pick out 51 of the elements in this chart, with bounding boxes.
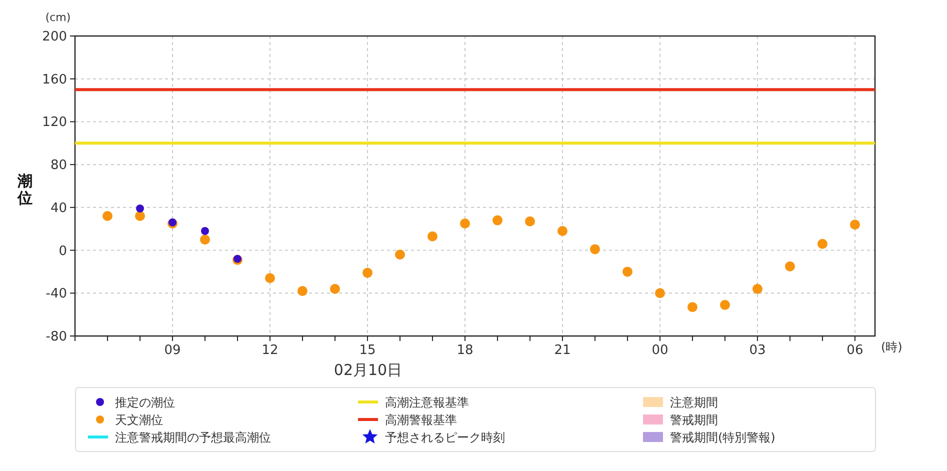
point	[557, 226, 568, 236]
y-tick-label: 80	[50, 158, 67, 174]
legend-label: 警戒期間(特別警報)	[670, 430, 776, 444]
point	[460, 218, 470, 228]
point	[394, 250, 405, 260]
x-tick-label: 12	[262, 343, 278, 358]
legend-label: 予想されるピーク時刻	[385, 430, 505, 444]
point	[492, 215, 502, 226]
y-tick-label: 200	[42, 30, 67, 44]
y-tick-label: 120	[42, 115, 67, 130]
point	[134, 211, 145, 221]
x-tick-label: 15	[359, 343, 376, 358]
point	[264, 273, 275, 284]
x-tick-label: 09	[164, 343, 181, 358]
point	[200, 234, 210, 245]
point	[817, 238, 828, 249]
legend-label: 天文潮位	[115, 413, 163, 427]
text: (cm)	[45, 11, 71, 24]
legend-label: 高潮注意報基準	[385, 396, 469, 410]
point	[362, 268, 372, 278]
point	[622, 266, 632, 277]
x-tick-label: 18	[456, 343, 474, 358]
point	[590, 244, 600, 254]
y-tick-label: -80	[46, 330, 67, 344]
point	[102, 211, 112, 221]
x-axis-title: (時)	[881, 340, 902, 354]
point	[654, 288, 665, 298]
legend-label: 推定の潮位	[115, 396, 175, 410]
point	[297, 286, 308, 296]
point	[524, 216, 535, 226]
x-tick-label: 06	[846, 343, 864, 358]
x-tick-label: 00	[652, 343, 668, 358]
point	[752, 284, 762, 294]
legend-label: 警戒期間	[670, 413, 718, 427]
point	[687, 302, 698, 312]
point	[330, 284, 340, 294]
y-tick-label: 0	[58, 244, 67, 259]
point	[720, 300, 730, 310]
y-axis-title: 潮位	[16, 172, 32, 207]
x-tick-label: 03	[749, 343, 766, 358]
point	[427, 231, 438, 242]
y-tick-label: -40	[46, 286, 67, 302]
point	[850, 220, 860, 230]
text: 02月10日	[334, 361, 402, 379]
y-tick-label: 160	[42, 72, 67, 88]
y-tick-label: 40	[50, 200, 67, 216]
point	[784, 261, 795, 272]
x-tick-label: 21	[554, 343, 571, 358]
legend-label: 注意期間	[670, 396, 718, 410]
legend-label: 高潮警報基準	[385, 413, 457, 427]
legend-label: 注意警戒期間の予想最高潮位	[115, 430, 271, 444]
